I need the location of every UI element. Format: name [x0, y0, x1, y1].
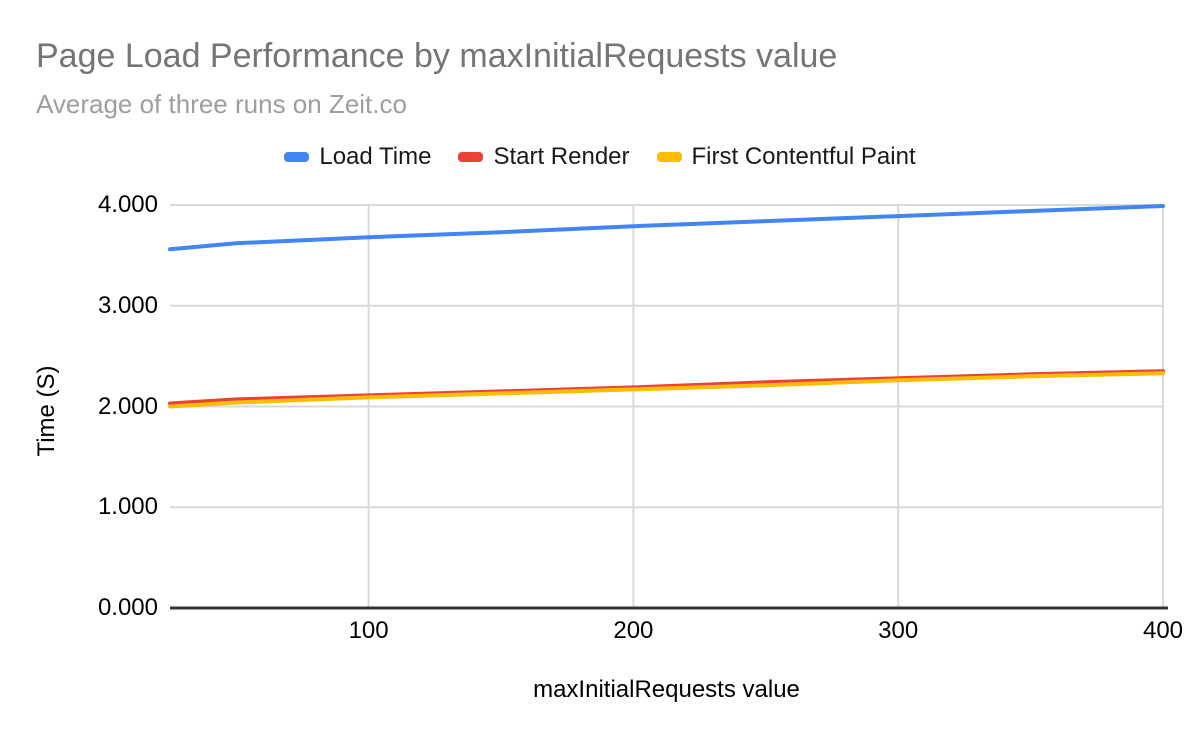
x-tick-label: 200: [613, 617, 654, 644]
series-line-load-time: [168, 204, 1165, 252]
y-tick-label: 1.000: [97, 493, 158, 521]
x-tick-label: 100: [348, 617, 389, 644]
y-tick-label: 2.000: [97, 392, 158, 420]
legend-label: Start Render: [493, 143, 630, 170]
series-line-first-contentful-paint: [168, 371, 1165, 409]
y-tick-label: 3.000: [97, 291, 158, 319]
legend-label: First Contentful Paint: [691, 143, 916, 170]
legend: Load Time Start Render First Contentful Pa…: [0, 142, 1200, 172]
legend-item: Load Time: [284, 145, 431, 169]
chart-title: Page Load Performance by maxInitialReque…: [36, 37, 838, 75]
y-axis-title: Time (S): [33, 365, 60, 457]
legend-item: First Contentful Paint: [656, 143, 916, 170]
x-tick-label: 300: [878, 617, 919, 644]
y-tick-label: 0.000: [97, 594, 158, 621]
legend-swatch: [458, 152, 484, 162]
y-tick-label: 4.000: [97, 191, 158, 218]
x-axis-title: maxInitialRequests value: [533, 676, 800, 703]
chart-subtitle: Average of three runs on Zeit.co: [36, 89, 407, 119]
legend-swatch: [656, 152, 682, 162]
x-tick-label: 400: [1142, 617, 1184, 644]
legend-swatch: [284, 152, 310, 162]
legend-item: Start Render: [458, 143, 630, 170]
legend-label: Load Time: [319, 143, 432, 170]
